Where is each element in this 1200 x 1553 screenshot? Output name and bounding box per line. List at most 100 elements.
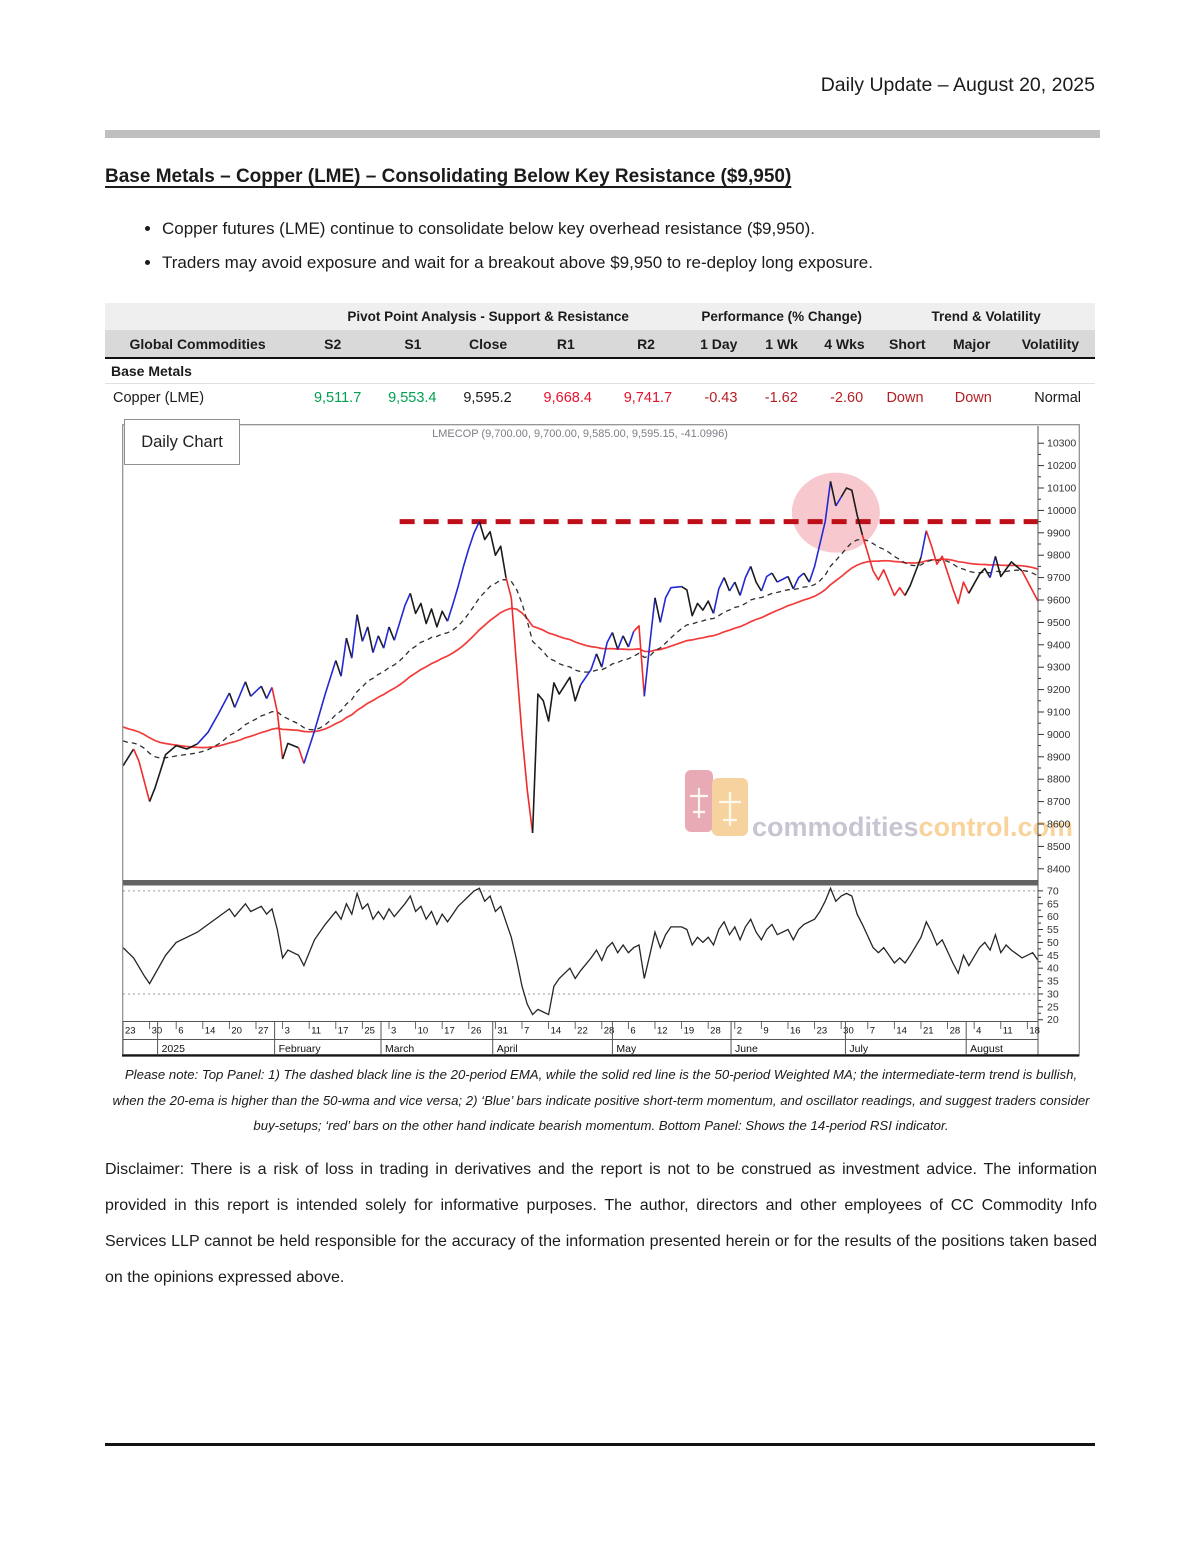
section-row: Base Metals: [105, 358, 1095, 384]
price-segment: [361, 626, 369, 642]
svg-text:11: 11: [311, 1026, 321, 1037]
svg-text:31: 31: [497, 1026, 508, 1037]
price-segment: [792, 572, 805, 590]
price-segment: [579, 653, 598, 686]
price-segment: [925, 530, 970, 605]
svg-text:60: 60: [1047, 911, 1059, 923]
svg-text:30: 30: [843, 1026, 854, 1037]
svg-text:9700: 9700: [1047, 572, 1071, 584]
svg-text:6: 6: [630, 1026, 635, 1037]
table-row: Copper (LME) 9,511.7 9,553.4 9,595.2 9,668.4…: [105, 384, 1095, 413]
price-segment: [335, 660, 342, 677]
svg-text:3: 3: [285, 1026, 290, 1037]
bullet-item-2: Traders may avoid exposure and wait for …: [162, 252, 1092, 273]
price-segment: [989, 556, 997, 578]
bullet-item-1: Copper futures (LME) continue to consoli…: [162, 218, 1092, 239]
svg-text:55: 55: [1047, 924, 1059, 936]
price-segment: [749, 566, 763, 592]
price-segment: [265, 687, 273, 699]
value-cell: -0.43: [704, 390, 738, 406]
svg-text:7: 7: [524, 1026, 529, 1037]
svg-text:12: 12: [657, 1026, 668, 1037]
svg-text:10100: 10100: [1047, 483, 1076, 495]
svg-text:4: 4: [976, 1026, 981, 1037]
commodity-name: Copper (LME): [113, 390, 205, 406]
price-segment: [478, 521, 507, 578]
svg-text:9000: 9000: [1047, 729, 1071, 741]
price-segment: [994, 556, 1023, 578]
price-segment: [228, 692, 236, 708]
price-segment: [356, 614, 364, 642]
value-cell: -1.62: [764, 390, 798, 406]
price-segment: [250, 685, 262, 697]
table-group-header-row: Pivot Point Analysis - Support & Resista…: [105, 303, 1095, 330]
svg-text:July: July: [849, 1043, 868, 1055]
svg-text:6: 6: [178, 1026, 183, 1037]
svg-text:9800: 9800: [1047, 550, 1071, 562]
price-segment: [633, 625, 646, 697]
price-segment: [835, 496, 842, 507]
price-segment: [904, 557, 922, 596]
column-header: Volatility: [1005, 330, 1095, 359]
price-segment: [808, 481, 832, 583]
price-segment: [409, 593, 449, 628]
svg-text:26: 26: [471, 1026, 482, 1037]
watermark: commoditiescontrol.com: [685, 770, 1073, 842]
price-segment: [372, 635, 380, 653]
price-segment: [122, 748, 135, 767]
value-cell: 9,668.4: [543, 390, 592, 406]
price-segment: [505, 577, 534, 834]
svg-text:17: 17: [444, 1026, 455, 1037]
svg-text:April: April: [497, 1043, 518, 1055]
svg-text:14: 14: [896, 1026, 907, 1037]
svg-text:16: 16: [790, 1026, 801, 1037]
daily-chart: Daily Chart commoditiescontrol.com 10300 1…: [122, 419, 1080, 1057]
svg-text:3: 3: [391, 1026, 396, 1037]
price-segment: [132, 748, 151, 802]
value-cell: -2.60: [830, 390, 864, 406]
svg-text:8600: 8600: [1047, 819, 1071, 831]
price-segment: [920, 530, 928, 558]
svg-text:February: February: [279, 1043, 322, 1055]
price-segment: [840, 487, 864, 536]
svg-text:28: 28: [604, 1026, 615, 1037]
column-header: R1: [525, 330, 606, 359]
value-cell: 9,553.4: [388, 390, 437, 406]
svg-text:commoditiescontrol.com: commoditiescontrol.com: [752, 812, 1073, 842]
price-segment: [681, 585, 715, 617]
price-segment: [712, 577, 725, 614]
price-segment: [446, 521, 481, 622]
column-header: Global Commodities: [105, 330, 291, 359]
chart-title: LMECOP (9,700.00, 9,700.00, 9,585.00, 9,…: [432, 428, 728, 440]
svg-text:30: 30: [152, 1026, 163, 1037]
svg-text:28: 28: [950, 1026, 961, 1037]
svg-text:20: 20: [231, 1026, 242, 1037]
svg-text:10: 10: [418, 1026, 429, 1037]
svg-text:May: May: [616, 1043, 637, 1055]
price-segment: [345, 637, 353, 659]
svg-text:22: 22: [577, 1026, 588, 1037]
price-segment: [829, 481, 837, 507]
chart-panel-label: Daily Chart: [124, 419, 240, 465]
svg-text:8800: 8800: [1047, 774, 1071, 786]
value-cell: 9,741.7: [623, 390, 673, 406]
svg-text:8500: 8500: [1047, 841, 1071, 853]
svg-text:2: 2: [737, 1026, 742, 1037]
price-segment: [244, 681, 252, 697]
svg-text:23: 23: [125, 1026, 136, 1037]
table-column-header-row: Global Commodities S2 S1 Close R1 R2 1 Day 1 Wk…: [105, 330, 1095, 359]
group-header: Performance (% Change): [686, 303, 878, 330]
price-segment: [393, 592, 412, 641]
svg-text:10200: 10200: [1047, 460, 1076, 472]
svg-text:9400: 9400: [1047, 639, 1071, 651]
price-segment: [787, 576, 795, 590]
svg-text:27: 27: [258, 1026, 269, 1037]
column-header: Short: [877, 330, 938, 359]
group-header: [105, 303, 291, 330]
price-segment: [531, 676, 582, 834]
svg-text:8700: 8700: [1047, 796, 1071, 808]
svg-text:25: 25: [1047, 1001, 1059, 1013]
pivot-table: Pivot Point Analysis - Support & Resista…: [105, 303, 1095, 412]
column-header: Close: [450, 330, 526, 359]
